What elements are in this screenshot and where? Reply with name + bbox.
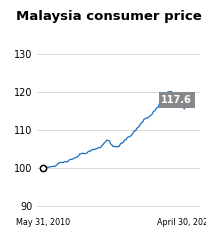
Text: Malaysia consumer price index: Malaysia consumer price index xyxy=(16,10,206,23)
Text: 117.6: 117.6 xyxy=(161,95,192,105)
